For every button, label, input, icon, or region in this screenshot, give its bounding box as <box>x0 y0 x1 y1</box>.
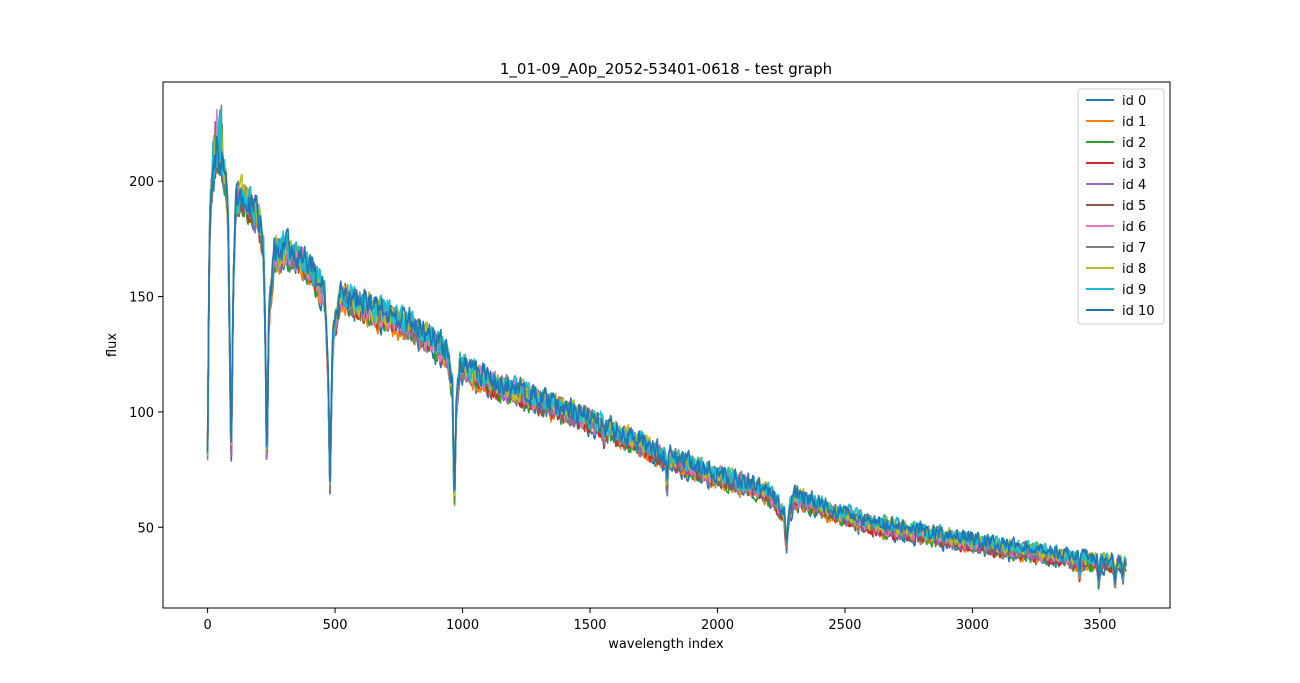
x-tick-label: 2000 <box>701 618 734 633</box>
legend-entry: id 9 <box>1122 283 1146 298</box>
legend-entry: id 2 <box>1122 136 1146 151</box>
chart-title: 1_01-09_A0p_2052-53401-0618 - test graph <box>500 60 832 79</box>
legend-entry: id 5 <box>1122 199 1146 214</box>
x-axis: 0 500 1000 1500 2000 2500 3000 3500 <box>203 608 1116 633</box>
y-axis-label: flux <box>105 333 120 357</box>
series-line-10 <box>206 135 1127 584</box>
legend-box <box>1077 88 1165 325</box>
legend-entry: id 0 <box>1122 94 1146 109</box>
x-tick-label: 0 <box>203 618 211 633</box>
x-tick-label: 500 <box>323 618 348 633</box>
legend-entry: id 7 <box>1122 241 1146 256</box>
x-tick-label: 2500 <box>828 618 861 633</box>
legend-entry: id 10 <box>1122 304 1155 319</box>
y-tick-label: 200 <box>129 175 154 190</box>
x-axis-label: wavelength index <box>608 637 724 652</box>
y-axis: 50 100 150 200 <box>129 175 163 536</box>
y-tick-label: 50 <box>137 521 154 536</box>
x-tick-label: 1500 <box>573 618 606 633</box>
legend-entry: id 6 <box>1122 220 1146 235</box>
x-tick-label: 3500 <box>1083 618 1116 633</box>
x-tick-label: 1000 <box>446 618 479 633</box>
x-tick-label: 3000 <box>956 618 989 633</box>
legend-entry: id 3 <box>1122 157 1146 172</box>
legend: id 0 id 1 id 2 id 3 id 4 id 5 id 6 id 7 id 8 id 9… <box>1077 88 1165 325</box>
plot-frame <box>162 81 1171 609</box>
y-tick-label: 150 <box>129 291 154 306</box>
legend-entry: id 4 <box>1122 178 1146 193</box>
legend-entry: id 8 <box>1122 262 1146 277</box>
series-layer <box>206 104 1127 590</box>
y-tick-label: 100 <box>129 406 154 421</box>
legend-entry: id 1 <box>1122 115 1146 130</box>
